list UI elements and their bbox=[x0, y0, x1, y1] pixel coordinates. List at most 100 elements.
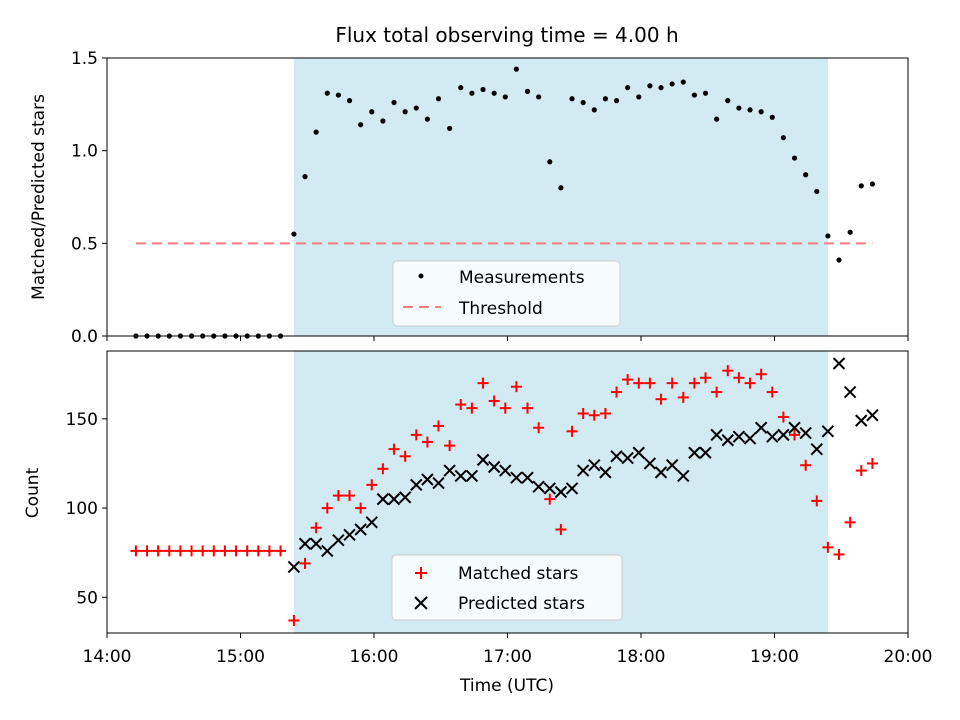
matched-star-point bbox=[833, 548, 845, 560]
matched-star-point bbox=[252, 545, 264, 557]
measurement-point bbox=[313, 129, 319, 135]
bottom-x-axis: 14:00 15:00 16:00 17:00 18:00 19:00 20:00 bbox=[83, 633, 933, 667]
measurement-point bbox=[346, 98, 353, 104]
matched-star-point bbox=[855, 465, 867, 477]
measurement-point bbox=[558, 185, 564, 191]
predicted-star-point bbox=[576, 464, 590, 477]
matched-star-point bbox=[655, 393, 667, 405]
matched-star-point bbox=[275, 545, 287, 557]
matched-star-point bbox=[588, 409, 600, 421]
top-y-tick-label: 1.5 bbox=[71, 49, 98, 69]
predicted-star-point bbox=[632, 446, 645, 459]
measurement-point bbox=[669, 81, 675, 87]
bottom-y-axis: 50 100 150 bbox=[66, 410, 107, 608]
top-y-tick-label: 0.5 bbox=[71, 234, 98, 254]
matched-star-point bbox=[321, 502, 333, 514]
measurement-point bbox=[836, 257, 842, 263]
matched-star-point bbox=[366, 479, 378, 491]
matched-star-point bbox=[555, 523, 567, 535]
measurement-point bbox=[625, 85, 631, 91]
matched-star-point bbox=[744, 377, 756, 389]
predicted-star-point bbox=[654, 466, 668, 479]
measurement-point bbox=[636, 94, 642, 100]
predicted-star-point bbox=[754, 421, 768, 434]
measurement-point bbox=[391, 99, 397, 106]
measurement-point bbox=[691, 92, 698, 98]
matched-star-point bbox=[622, 374, 634, 386]
measurement-point bbox=[324, 90, 330, 96]
measurement-point bbox=[680, 79, 686, 85]
matched-star-point bbox=[611, 386, 623, 398]
bottom-x-tick-label: 15:00 bbox=[216, 647, 265, 667]
measurement-point bbox=[858, 183, 864, 189]
bottom-x-tick-label: 20:00 bbox=[884, 647, 933, 667]
top-x-ticks bbox=[106, 336, 909, 341]
predicted-star-point bbox=[410, 478, 423, 492]
measurement-point bbox=[302, 174, 308, 180]
matched-star-point bbox=[241, 545, 253, 557]
measurement-point bbox=[435, 96, 442, 102]
bottom-axes-frame bbox=[106, 350, 909, 634]
measurement-point bbox=[580, 99, 586, 106]
matched-stars-points bbox=[130, 365, 878, 627]
matched-star-point bbox=[377, 463, 389, 475]
measurement-point bbox=[591, 107, 597, 113]
matched-star-point bbox=[141, 545, 153, 557]
matched-star-point bbox=[130, 545, 142, 557]
top-panel: 0.0 0.5 1.0 1.5 Matched/Predicted stars Mea… bbox=[29, 49, 909, 347]
predicted-star-point bbox=[821, 425, 835, 438]
measurement-point bbox=[502, 94, 508, 100]
matched-star-point bbox=[477, 377, 489, 389]
matched-star-point bbox=[208, 545, 220, 557]
matched-star-point bbox=[455, 399, 467, 411]
matched-star-point bbox=[577, 407, 589, 419]
matched-star-point bbox=[499, 402, 511, 414]
matched-star-point bbox=[533, 422, 545, 434]
predicted-star-point bbox=[810, 442, 823, 456]
predicted-star-point bbox=[832, 357, 846, 370]
measurement-point bbox=[780, 135, 787, 141]
predicted-star-point bbox=[799, 426, 812, 440]
predicted-star-point bbox=[843, 385, 857, 399]
predicted-star-point bbox=[721, 434, 734, 447]
legend-matched-marker bbox=[415, 567, 427, 579]
top-y-axis: 0.0 0.5 1.0 1.5 bbox=[71, 49, 107, 347]
predicted-star-point bbox=[554, 485, 568, 499]
measurement-point bbox=[547, 159, 553, 165]
predicted-star-point bbox=[443, 464, 456, 477]
predicted-star-point bbox=[688, 446, 701, 459]
measurement-point bbox=[736, 105, 742, 111]
predicted-star-point bbox=[866, 409, 879, 422]
predicted-star-point bbox=[298, 537, 312, 550]
legend-measurements-marker bbox=[418, 273, 424, 279]
matched-star-point bbox=[777, 411, 789, 423]
bottom-x-tick-label: 17:00 bbox=[483, 647, 532, 667]
predicted-star-point bbox=[777, 428, 790, 442]
measurement-point bbox=[358, 122, 364, 128]
predicted-star-point bbox=[710, 428, 723, 442]
matched-star-point bbox=[700, 372, 712, 384]
predicted-star-point bbox=[788, 421, 801, 434]
matched-star-point bbox=[488, 395, 500, 407]
matched-star-point bbox=[644, 377, 656, 389]
measurement-point bbox=[491, 90, 497, 96]
measurement-point bbox=[569, 96, 575, 102]
bottom-x-tick-label: 19:00 bbox=[750, 647, 799, 667]
matched-star-point bbox=[800, 459, 812, 471]
measurement-point bbox=[847, 229, 853, 235]
measurement-point bbox=[480, 86, 486, 93]
matched-star-point bbox=[599, 407, 611, 419]
measurement-point bbox=[402, 109, 408, 115]
predicted-star-point bbox=[643, 457, 657, 470]
matched-star-point bbox=[344, 490, 356, 502]
predicted-star-point bbox=[521, 471, 534, 484]
matched-star-point bbox=[722, 365, 734, 377]
measurement-point bbox=[469, 90, 475, 96]
predicted-star-point bbox=[376, 492, 390, 506]
matched-star-point bbox=[163, 545, 175, 557]
measurement-point bbox=[814, 188, 820, 195]
predicted-star-point bbox=[532, 480, 545, 493]
predicted-star-point bbox=[743, 432, 757, 445]
predicted-star-point bbox=[387, 492, 401, 506]
